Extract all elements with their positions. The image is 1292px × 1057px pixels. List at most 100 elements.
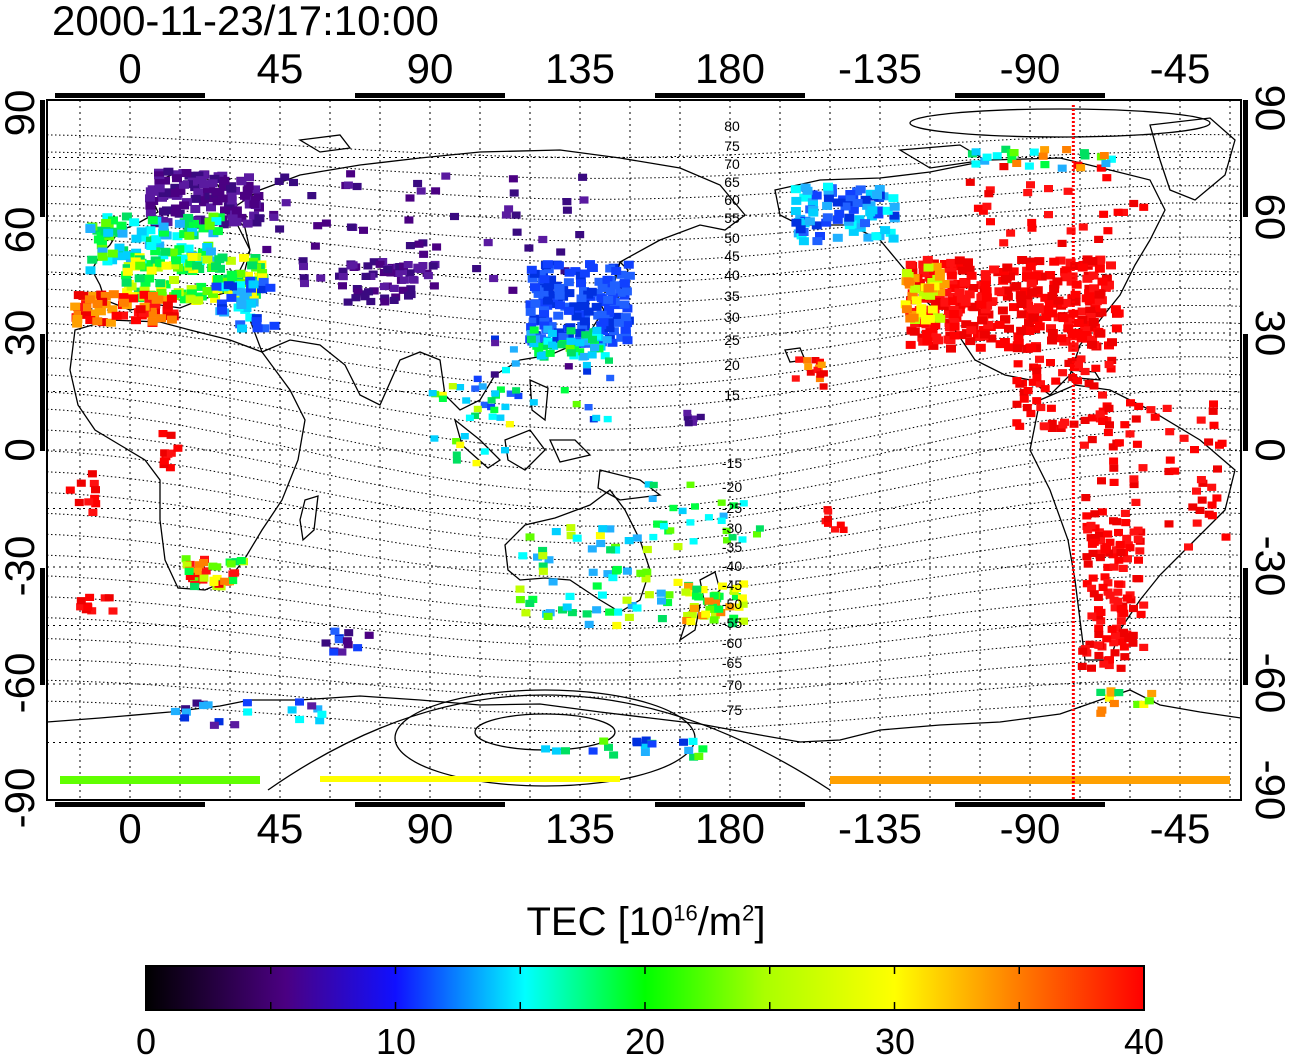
tec-cell: [1099, 660, 1109, 668]
tec-cell: [551, 528, 561, 536]
tec-cell: [1114, 556, 1124, 564]
tec-cell: [460, 433, 469, 440]
tec-cell: [1063, 324, 1074, 333]
tec-cell: [361, 272, 371, 280]
tec-cell: [85, 316, 96, 324]
tec-cell: [159, 207, 169, 216]
tec-cell: [87, 607, 97, 615]
contour-label: -20: [722, 479, 742, 495]
tec-cell: [817, 361, 826, 368]
tec-cell: [366, 297, 376, 306]
tec-cell: [1192, 519, 1202, 527]
frame-ticks: [40, 93, 1248, 807]
tec-cell: [174, 219, 185, 228]
tec-cell: [428, 390, 437, 397]
tec-cell: [217, 253, 228, 262]
tec-cell: [542, 260, 553, 269]
tec-cell: [624, 537, 634, 545]
tec-cell: [405, 194, 415, 202]
tec-cell: [1110, 604, 1120, 612]
tec-cell: [872, 191, 882, 199]
tec-cell: [538, 562, 548, 570]
tec-cell: [686, 519, 695, 526]
tec-cell: [129, 218, 140, 227]
tec-cell: [1085, 640, 1095, 648]
tec-cell: [1078, 647, 1088, 655]
tec-cell: [1081, 294, 1092, 303]
tec-cell: [1053, 296, 1064, 305]
tec-cell: [1021, 299, 1032, 308]
tec-cell: [538, 567, 548, 575]
tec-cell: [694, 752, 704, 760]
tec-cell: [933, 336, 943, 345]
tec-cell: [351, 294, 361, 302]
tec-cell: [1212, 494, 1222, 502]
tec-cell: [252, 324, 263, 333]
tec-cell: [802, 186, 813, 195]
tec-cell: [203, 184, 213, 193]
tec-cell: [138, 233, 149, 242]
tec-cell: [1188, 503, 1198, 511]
tec-cell: [1105, 538, 1115, 546]
colorbar-title: TEC [1016/m2]: [0, 900, 1292, 945]
tec-cell: [1087, 664, 1096, 672]
tec-cell: [1091, 297, 1102, 306]
tec-cell: [931, 297, 941, 306]
lon-tick-0-top: 0: [118, 45, 141, 92]
tec-cell: [1105, 591, 1115, 599]
contour-line: [47, 449, 1241, 527]
tec-cell: [196, 282, 207, 291]
tec-cell: [508, 175, 518, 183]
tec-cell: [108, 607, 118, 615]
tec-cell: [616, 270, 627, 279]
tec-cell: [85, 593, 95, 601]
tec-cell: [185, 572, 195, 580]
tec-cell: [947, 280, 958, 289]
tec-cell: [1118, 564, 1128, 572]
contour-label: 65: [724, 174, 740, 190]
tec-cell: [982, 153, 992, 161]
tec-cell: [553, 311, 564, 320]
tec-cell: [501, 447, 509, 454]
colorbar-title-exponent: 16: [673, 900, 698, 926]
tec-cell: [205, 247, 216, 256]
tec-cell: [1125, 430, 1135, 438]
tec-cell: [622, 336, 633, 345]
tec-cell: [832, 198, 843, 207]
tec-cell: [539, 321, 550, 330]
tec-cell: [624, 271, 635, 280]
tec-cell: [583, 368, 592, 375]
tec-cell: [1082, 580, 1092, 588]
tec-cell: [162, 218, 173, 227]
tec-cell: [216, 299, 227, 308]
frame-bar: [40, 100, 45, 217]
tec-cell: [491, 339, 500, 347]
tec-cell: [918, 291, 929, 300]
frame-bar: [355, 93, 505, 98]
tec-cell: [966, 271, 977, 280]
tec-cell: [472, 459, 481, 467]
tec-cell: [160, 176, 170, 185]
tec-cell: [632, 534, 642, 542]
tec-cell: [592, 288, 603, 297]
tec-cell: [562, 198, 572, 206]
tec-cell: [603, 295, 614, 304]
tec-cell: [947, 284, 958, 293]
tec-cell: [123, 251, 133, 260]
tec-cell: [65, 486, 75, 494]
tec-cell: [1095, 410, 1105, 418]
tec-cell: [472, 265, 482, 273]
tec-cell: [91, 500, 101, 508]
tec-cell: [1040, 161, 1050, 169]
tec-cell: [535, 270, 546, 278]
tec-cell: [1133, 535, 1143, 543]
tec-cell: [1057, 164, 1067, 172]
tec-cell: [150, 300, 161, 309]
tec-cell: [135, 261, 146, 270]
tec-cell: [375, 260, 385, 268]
tec-cell: [515, 585, 525, 593]
tec-cell: [206, 203, 216, 212]
tec-cell: [104, 594, 114, 602]
tec-cell: [836, 521, 845, 528]
